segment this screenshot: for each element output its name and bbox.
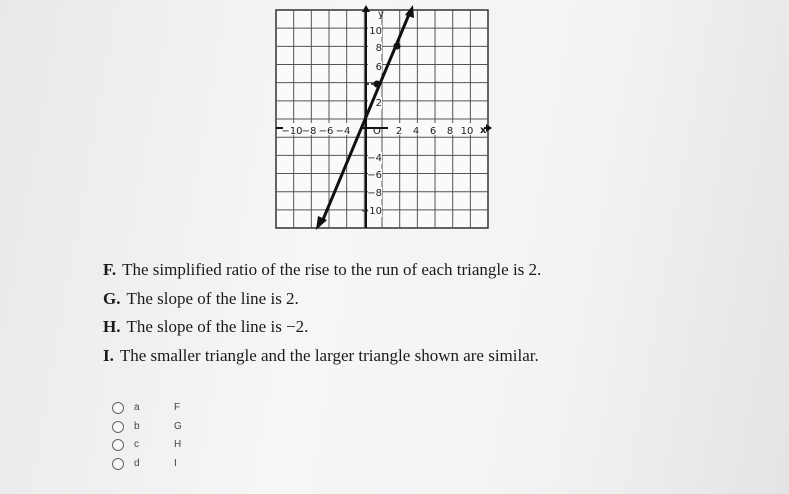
axis-arrow — [362, 5, 370, 12]
statement-text: The slope of the line is −2. — [126, 317, 309, 336]
y-tick-label: −6 — [367, 170, 382, 181]
statement-letter: G. — [103, 288, 121, 308]
option-label: b — [134, 420, 140, 432]
label-bg — [368, 25, 382, 37]
option-label: d — [134, 457, 140, 469]
y-tick-label: 6 — [376, 62, 382, 73]
statement-letter: F. — [103, 260, 117, 279]
label-bg — [368, 61, 382, 73]
statement-letter: H. — [103, 317, 121, 336]
option-label: a — [134, 402, 140, 413]
y-tick-label: −8 — [367, 188, 382, 199]
option-value: H — [174, 439, 182, 450]
label-bg — [368, 169, 382, 181]
x-tick-label: −6 — [319, 126, 334, 137]
label-bg — [368, 187, 382, 199]
y-tick-label: 10 — [369, 26, 382, 37]
radio-button[interactable] — [112, 420, 124, 433]
origin-label: O — [373, 126, 381, 137]
x-tick-label: 8 — [447, 126, 453, 137]
label-bg — [368, 152, 382, 164]
statement-letter: I. — [103, 345, 114, 365]
option-value: I — [174, 457, 177, 469]
statement-text: The smaller triangle and the larger tria… — [119, 345, 539, 365]
x-tick-label: −4 — [336, 126, 351, 137]
label-bg — [283, 123, 361, 135]
y-tick-label: −4 — [367, 153, 382, 164]
label-bg — [388, 123, 484, 135]
statement: F. The simplified ratio of the rise to th… — [103, 260, 541, 280]
point — [393, 42, 401, 50]
line-arrow — [316, 216, 327, 230]
y-tick-label: 8 — [376, 43, 382, 54]
y-tick-label: 2 — [376, 98, 382, 109]
option-value: F — [174, 402, 181, 413]
x-tick-label: −8 — [302, 126, 317, 137]
radio-button[interactable] — [112, 439, 124, 451]
x-tick-label: 6 — [430, 126, 436, 137]
option-label: c — [134, 439, 139, 450]
option-value: G — [174, 420, 182, 432]
label-bg — [368, 42, 382, 54]
statement-text: The slope of the line is 2. — [126, 288, 299, 308]
radio-button[interactable] — [112, 457, 124, 470]
statement: G. The slope of the line is 2. — [103, 289, 299, 309]
x-tick-label: 4 — [413, 126, 419, 137]
y-tick-label: −10 — [361, 206, 382, 217]
x-tick-label: −10 — [281, 126, 302, 137]
label-bg — [368, 205, 382, 217]
statement-text: The simplified ratio of the rise to the … — [122, 260, 542, 279]
x-tick-label: 2 — [396, 126, 402, 137]
statement: H. The slope of the line is −2. — [103, 317, 308, 337]
y-axis-label: y — [378, 9, 384, 20]
x-axis-label: x — [480, 125, 487, 136]
axis-arrow — [486, 124, 492, 132]
line-arrow — [405, 5, 414, 18]
x-tick-label: 10 — [461, 126, 474, 137]
radio-button[interactable] — [112, 402, 124, 414]
statement: I. The smaller triangle and the larger tr… — [103, 346, 539, 366]
